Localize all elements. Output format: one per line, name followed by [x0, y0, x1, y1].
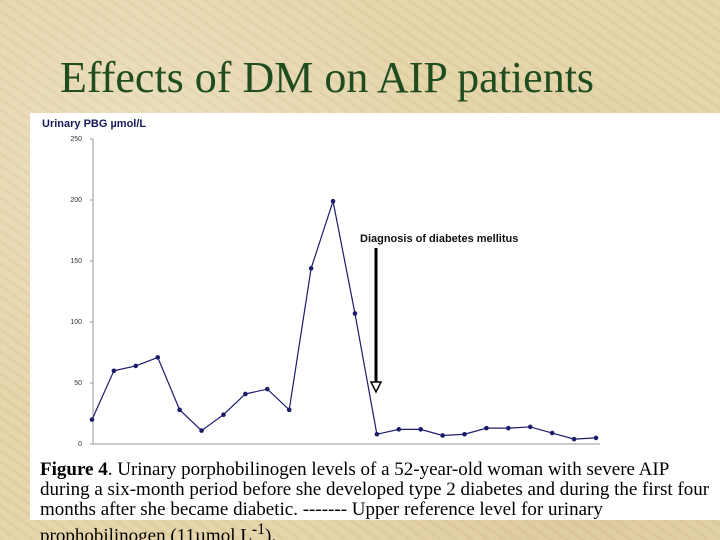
data-point: [440, 433, 445, 438]
y-tick-label: 200: [70, 197, 82, 204]
slide-title: Effects of DM on AIP patients: [60, 53, 595, 102]
data-point: [396, 427, 402, 432]
data-point: [243, 391, 248, 397]
data-point: [177, 407, 182, 413]
data-point: [506, 425, 511, 431]
arrow-head: [369, 381, 383, 394]
data-point: [286, 407, 292, 413]
y-tick-label: 150: [70, 258, 82, 265]
data-point: [221, 412, 226, 418]
y-tick-label: 50: [74, 380, 82, 387]
caption-end: ).: [265, 525, 277, 540]
data-point: [330, 198, 336, 204]
y-tick-label: 250: [70, 136, 82, 143]
caption-label: Figure 4: [40, 459, 108, 480]
caption-superscript: -1: [251, 521, 266, 538]
data-point: [593, 435, 599, 441]
y-axis-label: Urinary PBG µmol/L: [42, 118, 146, 130]
data-point: [571, 436, 577, 442]
annotation: Diagnosis of diabetes mellitus: [360, 233, 518, 245]
data-point: [374, 431, 380, 437]
data-point: [133, 363, 139, 369]
data-point: [352, 311, 358, 316]
data-point: [462, 431, 467, 437]
caption: Figure 4. Urinary porphobilinogen levels…: [40, 459, 712, 540]
data-point: [527, 424, 533, 430]
data-point: [308, 266, 314, 271]
data-line: [91, 198, 597, 440]
data-point: [111, 368, 117, 374]
data-point: [199, 428, 204, 433]
data-point: [89, 417, 95, 422]
data-point: [155, 355, 161, 360]
data-point: [549, 430, 555, 436]
data-point: [265, 386, 270, 392]
data-point: [484, 425, 489, 431]
data-point: [418, 427, 423, 432]
y-tick-label: 100: [70, 319, 82, 326]
y-tick-label: 0: [78, 441, 82, 448]
caption-text: . Urinary porphobilinogen levels of a 52…: [40, 459, 710, 540]
